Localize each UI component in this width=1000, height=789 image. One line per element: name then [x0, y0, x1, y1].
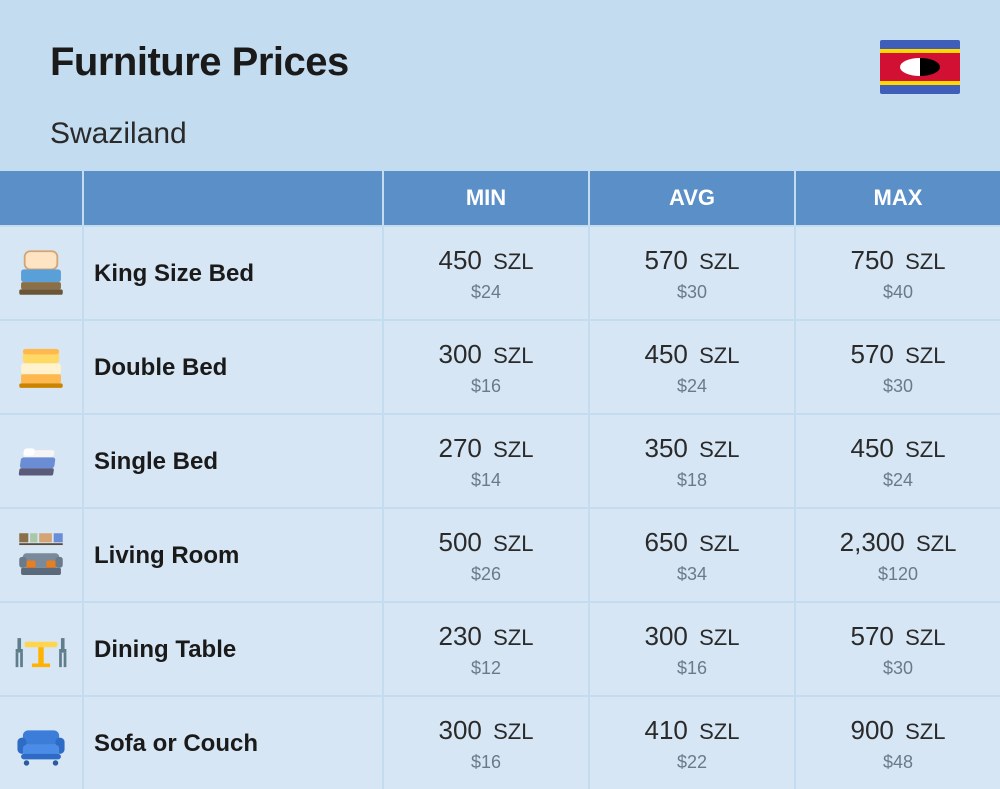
price-szl: 270 SZL [439, 433, 534, 464]
king-bed-icon [0, 227, 82, 319]
price-szl: 300 SZL [439, 339, 534, 370]
price-cell-min: 300 SZL $16 [384, 697, 588, 789]
price-szl: 450 SZL [645, 339, 740, 370]
price-usd: $24 [677, 376, 707, 397]
price-szl: 450 SZL [851, 433, 946, 464]
table-row: Dining Table 230 SZL $12 300 SZL $16 570 SZL $… [0, 603, 1000, 695]
table-row: Single Bed 270 SZL $14 350 SZL $18 450 SZL $24 [0, 415, 1000, 507]
price-cell-avg: 300 SZL $16 [590, 603, 794, 695]
table-header-row: MIN AVG MAX [0, 171, 1000, 225]
price-cell-avg: 350 SZL $18 [590, 415, 794, 507]
row-label-cell: Dining Table [84, 603, 382, 695]
flag-swaziland [880, 40, 960, 94]
row-label: Single Bed [94, 448, 218, 476]
row-label-cell: Double Bed [84, 321, 382, 413]
row-label-cell: King Size Bed [84, 227, 382, 319]
price-usd: $26 [471, 564, 501, 585]
price-usd: $16 [471, 376, 501, 397]
price-cell-max: 900 SZL $48 [796, 697, 1000, 789]
price-szl: 650 SZL [645, 527, 740, 558]
th-min: MIN [384, 171, 588, 225]
price-table: MIN AVG MAX King Size Bed 450 SZL $24 570 S… [0, 171, 1000, 789]
th-label [84, 171, 382, 225]
price-cell-min: 230 SZL $12 [384, 603, 588, 695]
price-usd: $12 [471, 658, 501, 679]
table-row: King Size Bed 450 SZL $24 570 SZL $30 750 SZL… [0, 227, 1000, 319]
price-szl: 570 SZL [645, 245, 740, 276]
price-szl: 410 SZL [645, 715, 740, 746]
price-cell-avg: 650 SZL $34 [590, 509, 794, 601]
price-szl: 900 SZL [851, 715, 946, 746]
price-usd: $48 [883, 752, 913, 773]
price-cell-max: 750 SZL $40 [796, 227, 1000, 319]
price-cell-avg: 570 SZL $30 [590, 227, 794, 319]
price-usd: $16 [471, 752, 501, 773]
row-label: Living Room [94, 542, 239, 570]
price-cell-max: 570 SZL $30 [796, 321, 1000, 413]
price-cell-min: 500 SZL $26 [384, 509, 588, 601]
price-cell-max: 2,300 SZL $120 [796, 509, 1000, 601]
row-label-cell: Living Room [84, 509, 382, 601]
price-usd: $30 [677, 282, 707, 303]
header: Furniture Prices Swaziland [0, 0, 1000, 171]
price-szl: 350 SZL [645, 433, 740, 464]
price-szl: 300 SZL [439, 715, 534, 746]
price-cell-min: 270 SZL $14 [384, 415, 588, 507]
price-szl: 450 SZL [439, 245, 534, 276]
row-label: King Size Bed [94, 260, 254, 288]
price-cell-max: 570 SZL $30 [796, 603, 1000, 695]
dining-table-icon [0, 603, 82, 695]
page-title: Furniture Prices [50, 40, 950, 85]
row-label-cell: Single Bed [84, 415, 382, 507]
price-cell-min: 450 SZL $24 [384, 227, 588, 319]
price-cell-max: 450 SZL $24 [796, 415, 1000, 507]
price-usd: $34 [677, 564, 707, 585]
row-label-cell: Sofa or Couch [84, 697, 382, 789]
price-szl: 500 SZL [439, 527, 534, 558]
price-cell-min: 300 SZL $16 [384, 321, 588, 413]
table-row: Sofa or Couch 300 SZL $16 410 SZL $22 900 SZL… [0, 697, 1000, 789]
price-szl: 230 SZL [439, 621, 534, 652]
price-usd: $30 [883, 658, 913, 679]
price-usd: $24 [883, 470, 913, 491]
price-szl: 300 SZL [645, 621, 740, 652]
living-room-icon [0, 509, 82, 601]
price-usd: $24 [471, 282, 501, 303]
row-label: Double Bed [94, 354, 227, 382]
table-row: Double Bed 300 SZL $16 450 SZL $24 570 SZL $30 [0, 321, 1000, 413]
th-avg: AVG [590, 171, 794, 225]
price-szl: 750 SZL [851, 245, 946, 276]
sofa-icon [0, 697, 82, 789]
price-usd: $22 [677, 752, 707, 773]
price-usd: $30 [883, 376, 913, 397]
price-cell-avg: 410 SZL $22 [590, 697, 794, 789]
price-szl: 2,300 SZL [840, 527, 957, 558]
price-szl: 570 SZL [851, 339, 946, 370]
th-max: MAX [796, 171, 1000, 225]
table-row: Living Room 500 SZL $26 650 SZL $34 2,300 SZL… [0, 509, 1000, 601]
price-usd: $16 [677, 658, 707, 679]
price-usd: $14 [471, 470, 501, 491]
single-bed-icon [0, 415, 82, 507]
page-subtitle: Swaziland [50, 117, 950, 151]
row-label: Dining Table [94, 636, 236, 664]
price-cell-avg: 450 SZL $24 [590, 321, 794, 413]
price-usd: $40 [883, 282, 913, 303]
double-bed-icon [0, 321, 82, 413]
price-usd: $18 [677, 470, 707, 491]
row-label: Sofa or Couch [94, 730, 258, 758]
price-usd: $120 [878, 564, 918, 585]
price-szl: 570 SZL [851, 621, 946, 652]
th-icon [0, 171, 82, 225]
